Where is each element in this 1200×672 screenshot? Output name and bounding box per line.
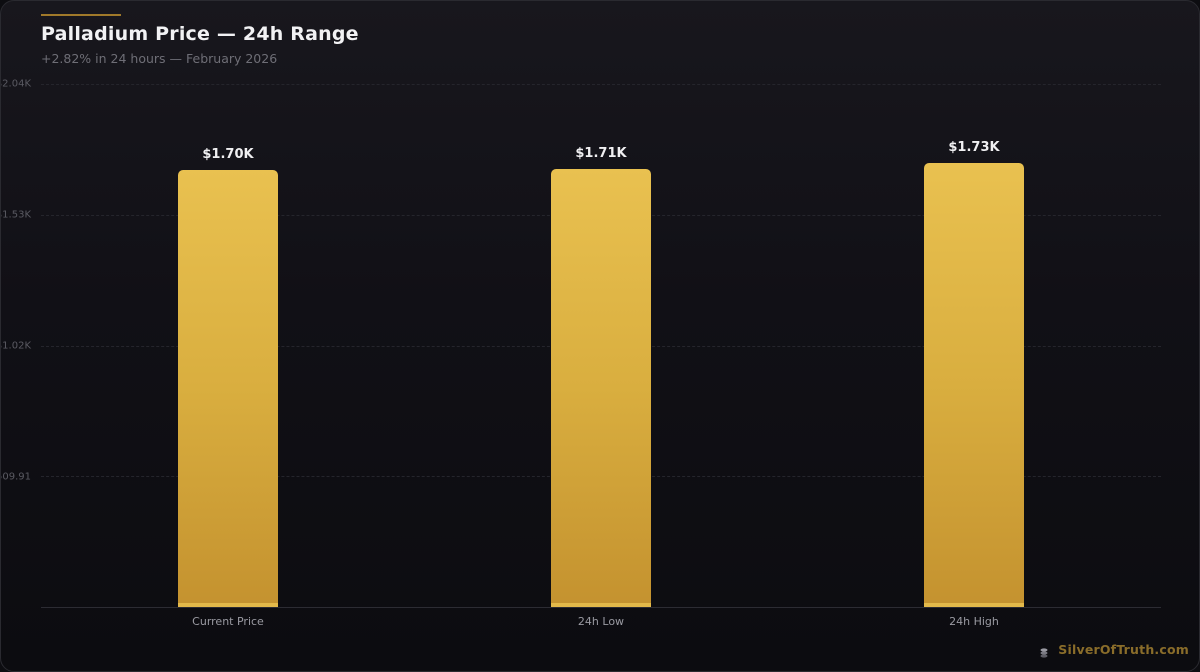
bar-value-label: $1.73K xyxy=(948,140,1000,155)
chart-subtitle: +2.82% in 24 hours — February 2026 xyxy=(41,51,278,66)
gridline xyxy=(41,84,1161,85)
y-tick-label: $2.04K xyxy=(1,78,31,90)
chart-title: Palladium Price — 24h Range xyxy=(41,23,359,45)
bar-value-label: $1.70K xyxy=(202,147,254,162)
y-tick-label: $509.91 xyxy=(1,471,31,483)
y-tick-label: $1.53K xyxy=(1,209,31,221)
bar-24h-high[interactable] xyxy=(924,163,1024,607)
y-tick-label: $1.02K xyxy=(1,340,31,352)
bar-value-label: $1.71K xyxy=(575,146,627,161)
x-axis-label: 24h High xyxy=(949,615,999,628)
watermark-text: SilverOfTruth.com xyxy=(1058,642,1189,657)
coin-stack-icon xyxy=(1038,644,1050,658)
x-axis-label: Current Price xyxy=(192,615,264,628)
x-axis-label: 24h Low xyxy=(577,615,625,628)
watermark: SilverOfTruth.com xyxy=(1038,642,1189,658)
bar-current-price[interactable] xyxy=(178,170,278,607)
title-accent-line xyxy=(41,14,121,16)
x-axis-baseline xyxy=(41,607,1161,608)
bar-24h-low[interactable] xyxy=(551,169,651,607)
